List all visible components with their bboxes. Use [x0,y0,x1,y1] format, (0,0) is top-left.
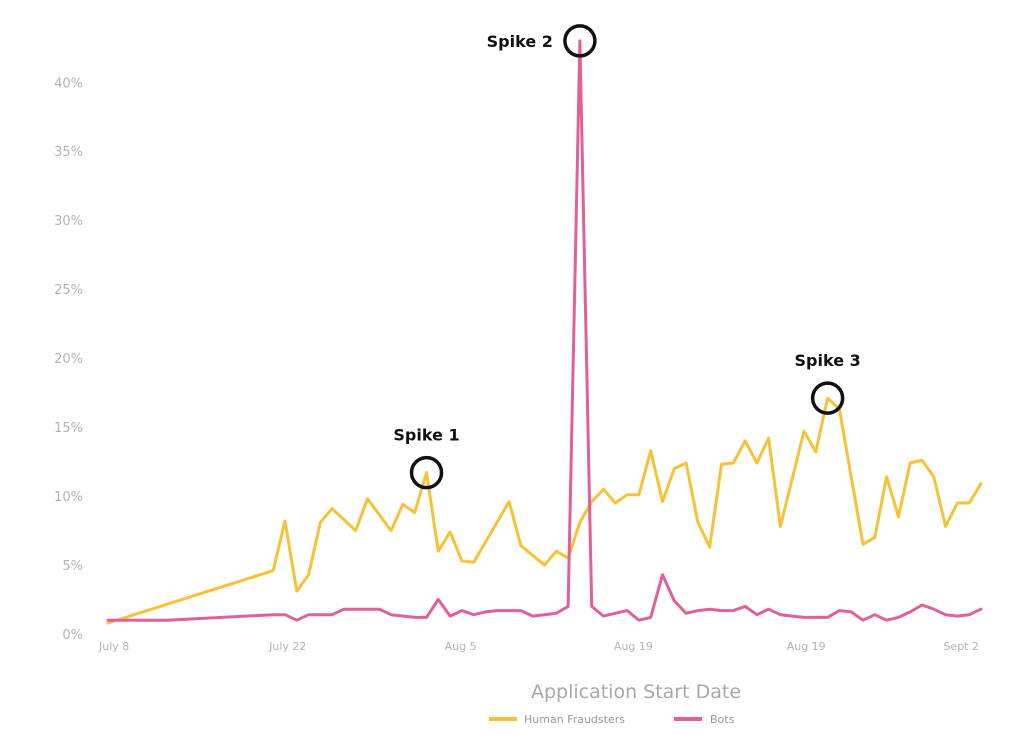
x-tick-label: Sept 2 [943,640,979,653]
y-axis-labels: 0% 5% 10% 15% 20% 25% 30% 35% 40% [54,76,83,643]
legend-item-human-fraudsters: Human Fraudsters [489,713,625,726]
spike-label-1: Spike 1 [393,426,459,445]
legend: Human Fraudsters Bots [489,713,735,726]
x-tick-label: Aug 19 [787,640,826,653]
spike-marker-1 [409,455,444,490]
legend-item-bots: Bots [674,713,735,726]
x-tick-label: July 8 [98,640,129,653]
series-line-human-fraudsters [106,396,983,625]
legend-label-bots: Bots [710,713,735,726]
y-tick-label: 0% [62,628,83,643]
spike-label-2: Spike 2 [487,32,553,51]
x-tick-label: Aug 19 [614,640,653,653]
spike-marker-3 [810,381,845,415]
x-axis-labels: July 8 July 22 Aug 5 Aug 19 Aug 19 Sept 2 [98,640,979,653]
y-tick-label: 30% [54,214,83,229]
y-tick-label: 40% [54,76,83,91]
spike-label-3: Spike 3 [795,351,861,370]
y-tick-label: 20% [54,352,83,367]
y-tick-label: 10% [54,490,83,505]
y-tick-label: 25% [54,283,83,298]
spike-annotations: Spike 1 Spike 2 Spike 3 [393,24,861,490]
y-tick-label: 35% [54,145,83,160]
series-lines [106,39,983,625]
series-line-bots [106,39,983,622]
legend-label-human-fraudsters: Human Fraudsters [524,713,625,726]
x-tick-label: July 22 [268,640,306,653]
x-axis-title: Application Start Date [531,681,741,703]
y-tick-label: 15% [54,421,83,436]
x-tick-label: Aug 5 [445,640,477,653]
y-tick-label: 5% [62,559,83,574]
spike-marker-2 [563,24,597,58]
